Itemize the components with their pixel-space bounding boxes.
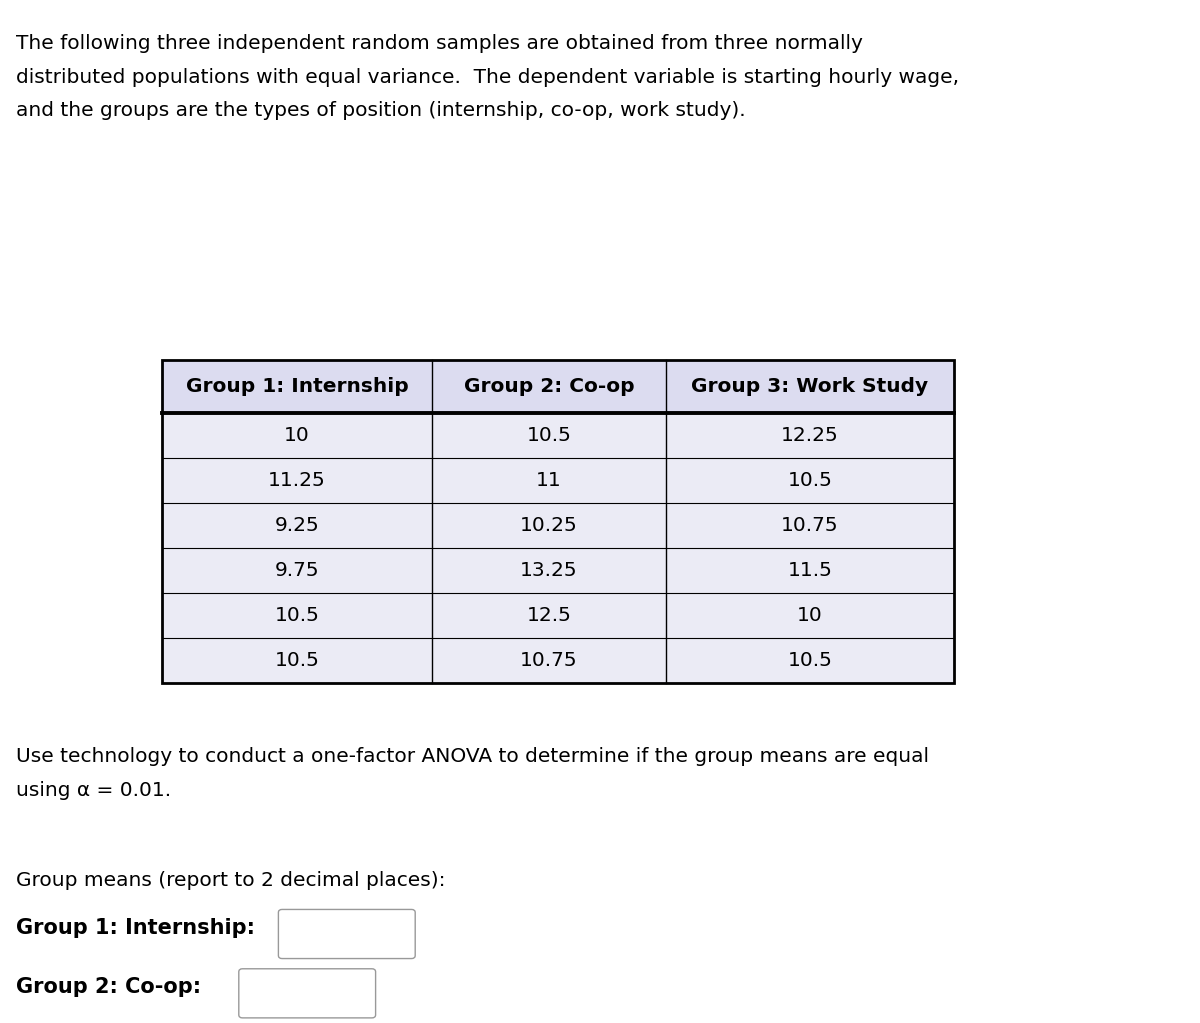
Text: The following three independent random samples are obtained from three normally: The following three independent random s…	[16, 34, 863, 53]
Text: 9.25: 9.25	[275, 517, 319, 535]
Bar	[432, 413, 666, 458]
Bar	[162, 593, 432, 638]
Text: 10: 10	[284, 427, 310, 445]
Bar	[666, 593, 954, 638]
Bar	[432, 638, 666, 683]
Bar	[666, 638, 954, 683]
FancyBboxPatch shape	[278, 909, 415, 959]
Text: 10.5: 10.5	[787, 652, 833, 670]
Text: 11.5: 11.5	[787, 562, 833, 580]
Text: 10.75: 10.75	[781, 517, 839, 535]
Text: and the groups are the types of position (internship, co-op, work study).: and the groups are the types of position…	[16, 101, 745, 121]
Bar	[432, 503, 666, 548]
Bar	[666, 503, 954, 548]
Text: Use technology to conduct a one-factor ANOVA to determine if the group means are: Use technology to conduct a one-factor A…	[16, 747, 929, 766]
Text: 10.5: 10.5	[787, 472, 833, 490]
Text: Group 2: Co-op:: Group 2: Co-op:	[16, 977, 200, 997]
Bar	[432, 458, 666, 503]
Text: 11: 11	[536, 472, 562, 490]
Bar	[162, 503, 432, 548]
Text: 10.5: 10.5	[275, 652, 319, 670]
Text: Group 2: Co-op: Group 2: Co-op	[463, 377, 635, 396]
Text: 10: 10	[797, 607, 823, 625]
Text: 10.25: 10.25	[520, 517, 578, 535]
Bar	[162, 413, 432, 458]
Text: Group 3: Work Study: Group 3: Work Study	[691, 377, 929, 396]
Text: 12.25: 12.25	[781, 427, 839, 445]
Text: Group 1: Internship: Group 1: Internship	[186, 377, 408, 396]
Text: Group 1: Internship:: Group 1: Internship:	[16, 918, 254, 938]
Bar	[162, 548, 432, 593]
Bar	[432, 360, 666, 413]
Bar	[162, 458, 432, 503]
Text: 10.5: 10.5	[527, 427, 571, 445]
Bar	[432, 548, 666, 593]
FancyBboxPatch shape	[239, 969, 376, 1018]
Bar	[666, 360, 954, 413]
Bar	[666, 548, 954, 593]
Text: 13.25: 13.25	[520, 562, 578, 580]
Bar	[432, 593, 666, 638]
Bar	[162, 360, 954, 683]
Text: distributed populations with equal variance.  The dependent variable is starting: distributed populations with equal varia…	[16, 68, 959, 87]
Text: 10.75: 10.75	[520, 652, 578, 670]
Text: 11.25: 11.25	[268, 472, 326, 490]
Text: 10.5: 10.5	[275, 607, 319, 625]
Text: Group means (report to 2 decimal places):: Group means (report to 2 decimal places)…	[16, 871, 445, 890]
Bar	[162, 360, 432, 413]
Text: 12.5: 12.5	[527, 607, 571, 625]
Bar	[666, 413, 954, 458]
Bar	[162, 638, 432, 683]
Bar	[666, 458, 954, 503]
Text: using α = 0.01.: using α = 0.01.	[16, 781, 170, 800]
Text: 9.75: 9.75	[275, 562, 319, 580]
